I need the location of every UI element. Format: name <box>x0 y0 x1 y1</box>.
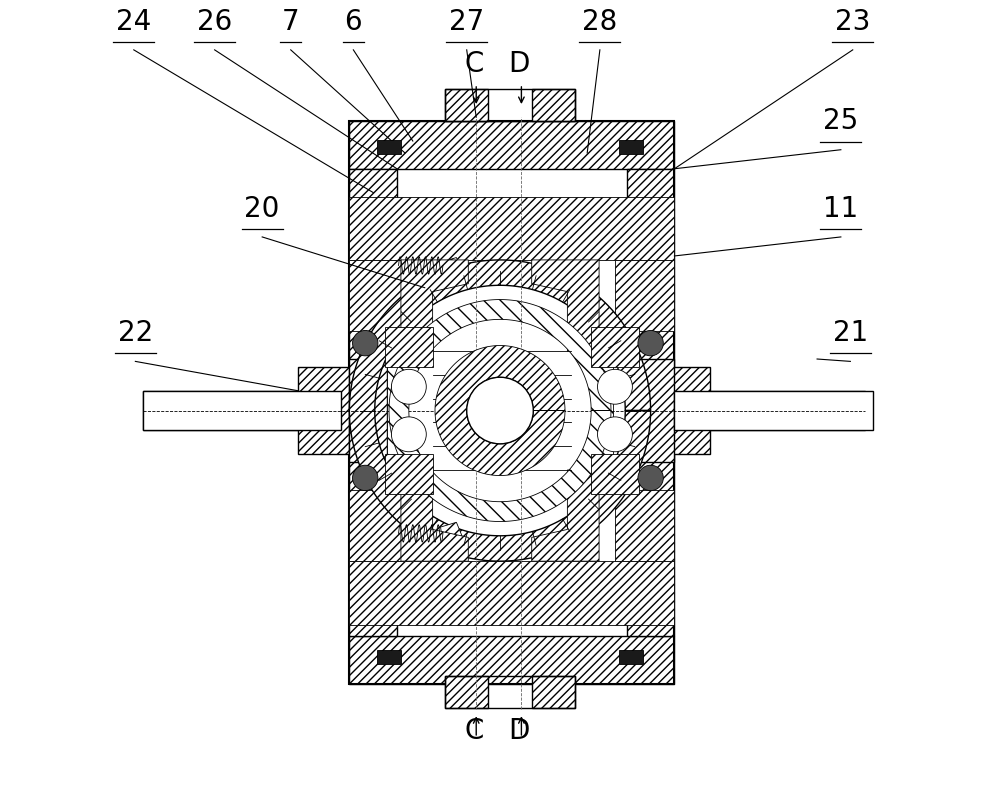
Bar <box>377 140 401 154</box>
Circle shape <box>598 417 632 452</box>
Bar <box>349 121 674 169</box>
Bar <box>615 260 674 332</box>
Bar <box>659 367 710 454</box>
Text: 24: 24 <box>116 8 151 36</box>
Circle shape <box>638 465 663 491</box>
Text: 23: 23 <box>835 8 870 36</box>
Bar <box>619 140 643 154</box>
Bar <box>619 650 643 664</box>
Text: 28: 28 <box>582 8 618 36</box>
Circle shape <box>638 331 663 356</box>
Bar <box>595 335 613 486</box>
Text: 21: 21 <box>833 319 868 347</box>
Bar <box>387 335 405 486</box>
Text: 11: 11 <box>823 195 858 223</box>
Bar <box>636 359 674 462</box>
Text: D: D <box>508 717 530 745</box>
Bar <box>674 390 873 430</box>
Bar <box>615 490 674 561</box>
Bar <box>385 328 433 367</box>
Circle shape <box>353 465 378 491</box>
Text: D: D <box>508 49 530 78</box>
Polygon shape <box>532 260 599 351</box>
Polygon shape <box>532 470 599 561</box>
FancyArrowPatch shape <box>473 718 479 735</box>
Circle shape <box>467 378 533 444</box>
Polygon shape <box>441 258 462 278</box>
Bar <box>298 367 349 454</box>
Polygon shape <box>389 300 611 522</box>
Bar <box>674 390 865 430</box>
Bar <box>445 90 488 121</box>
Circle shape <box>391 417 426 452</box>
Text: C: C <box>465 717 484 745</box>
Polygon shape <box>435 346 565 475</box>
Bar <box>445 676 575 708</box>
Bar <box>591 454 639 494</box>
Bar <box>143 390 349 430</box>
Bar <box>349 637 674 684</box>
Text: C: C <box>465 49 484 78</box>
Bar <box>349 260 409 332</box>
Polygon shape <box>441 522 462 543</box>
Circle shape <box>598 370 632 404</box>
Bar <box>349 121 674 684</box>
Text: 26: 26 <box>197 8 232 36</box>
Text: 22: 22 <box>118 319 153 347</box>
FancyArrowPatch shape <box>519 718 524 735</box>
Bar <box>591 328 639 367</box>
Text: 6: 6 <box>345 8 362 36</box>
Text: 20: 20 <box>244 195 280 223</box>
Circle shape <box>391 370 426 404</box>
Bar <box>349 561 674 625</box>
Bar <box>532 90 575 121</box>
Bar <box>377 650 401 664</box>
Bar <box>143 390 341 430</box>
Polygon shape <box>401 260 468 351</box>
FancyArrowPatch shape <box>473 87 479 103</box>
Bar <box>349 490 409 561</box>
Text: 7: 7 <box>282 8 300 36</box>
Bar <box>532 676 575 708</box>
Text: 27: 27 <box>449 8 484 36</box>
Bar <box>445 90 575 121</box>
Bar <box>349 169 397 637</box>
Polygon shape <box>401 470 468 561</box>
Bar <box>349 196 674 260</box>
Bar <box>445 676 488 708</box>
Text: 25: 25 <box>823 107 858 135</box>
Bar <box>349 359 387 462</box>
Bar <box>385 454 433 494</box>
Circle shape <box>353 331 378 356</box>
FancyArrowPatch shape <box>519 87 524 103</box>
Bar <box>627 169 674 637</box>
Polygon shape <box>349 260 651 561</box>
